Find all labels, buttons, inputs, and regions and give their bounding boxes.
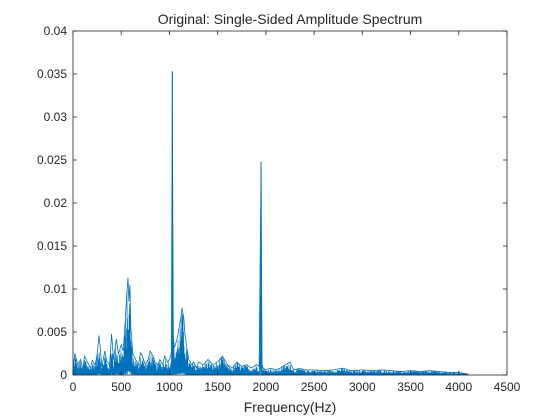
x-axis: 0 500 1000 1500 2000 2500 3000 3500 4000 4500 xyxy=(70,31,521,394)
x-tick-label: 0 xyxy=(70,380,77,394)
spectrum-envelope xyxy=(72,71,469,375)
y-tick-label: 0.025 xyxy=(37,153,67,167)
plot-area xyxy=(73,31,507,375)
x-axis-label: Frequency(Hz) xyxy=(244,399,337,415)
x-tick-label: 2000 xyxy=(253,380,280,394)
chart-title: Original: Single-Sided Amplitude Spectru… xyxy=(158,11,423,27)
x-tick-label: 4500 xyxy=(494,380,521,394)
x-tick-label: 2500 xyxy=(301,380,328,394)
y-tick-label: 0.035 xyxy=(37,67,67,81)
y-tick-label: 0.005 xyxy=(37,325,67,339)
y-tick-label: 0.03 xyxy=(44,110,68,124)
x-tick-label: 4000 xyxy=(445,380,472,394)
x-tick-label: 3500 xyxy=(397,380,424,394)
y-tick-label: 0 xyxy=(60,368,67,382)
series-layer xyxy=(72,71,469,376)
x-tick-label: 3000 xyxy=(349,380,376,394)
y-tick-label: 0.04 xyxy=(44,24,68,38)
y-axis: 0 0.005 0.01 0.015 0.02 0.025 0.03 0.035 0.04 xyxy=(37,24,507,382)
x-tick-label: 1500 xyxy=(204,380,231,394)
spectrum-line xyxy=(72,183,469,376)
x-tick-label: 500 xyxy=(111,380,131,394)
y-tick-label: 0.015 xyxy=(37,239,67,253)
x-tick-label: 1000 xyxy=(156,380,183,394)
y-tick-label: 0.01 xyxy=(44,282,68,296)
y-tick-label: 0.02 xyxy=(44,196,68,210)
